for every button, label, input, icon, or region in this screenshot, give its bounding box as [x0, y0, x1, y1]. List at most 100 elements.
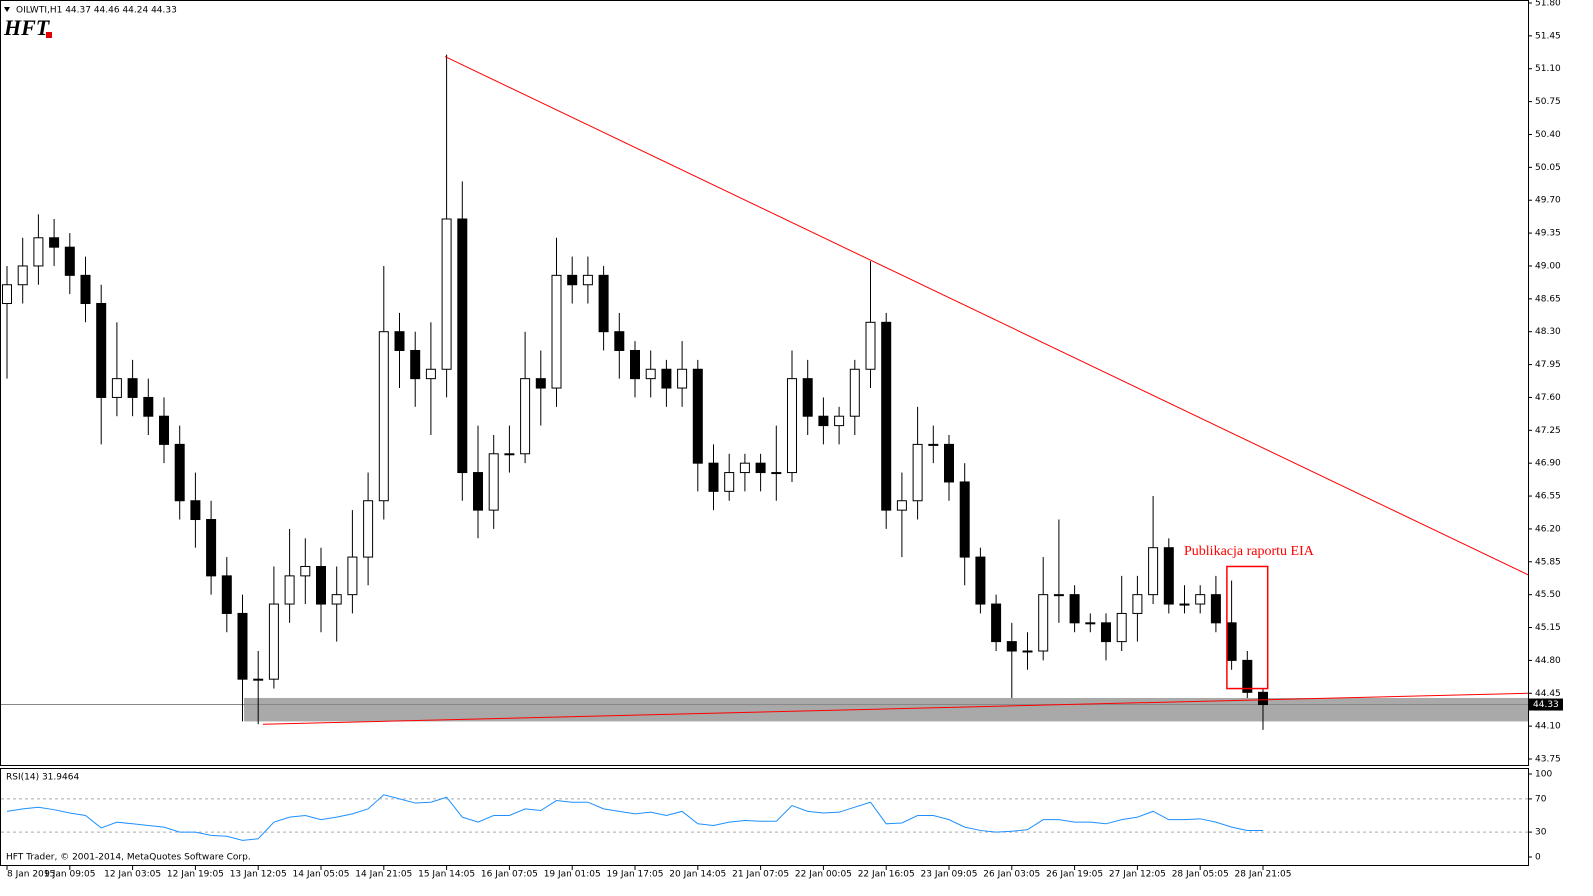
candle-body: [1148, 547, 1159, 596]
candle-body: [771, 472, 782, 475]
candle-body: [1085, 622, 1096, 625]
candle-body: [1132, 594, 1143, 614]
footer: HFT Trader, © 2001-2014, MetaQuotes Soft…: [6, 853, 251, 863]
candle-body: [614, 331, 625, 351]
candle-body: [1242, 659, 1253, 693]
y-tick-label: 44.10: [1535, 722, 1561, 732]
y-tick-label: 50.05: [1535, 163, 1561, 173]
candle-body: [221, 575, 232, 614]
trendline: [444, 56, 1529, 576]
y-tick-label: 43.75: [1535, 755, 1561, 765]
candle-body: [425, 368, 436, 380]
y-tick-label: 45.15: [1535, 623, 1561, 633]
candle-body: [159, 415, 169, 445]
x-tick-label: 12 Jan 19:05: [167, 870, 224, 880]
candle-body: [535, 378, 546, 389]
y-tick-label: 51.10: [1535, 64, 1561, 74]
y-tick-label: 45.85: [1535, 557, 1561, 567]
candle-body: [111, 378, 122, 398]
candle-body: [237, 612, 248, 680]
support-zone: [244, 697, 1528, 722]
y-tick-label: 49.35: [1535, 229, 1561, 239]
candle-body: [1179, 603, 1190, 606]
main-panel: [0, 0, 1529, 766]
y-tick-label: 49.70: [1535, 196, 1561, 206]
candle-body: [2, 284, 12, 305]
candle-body: [551, 274, 562, 389]
candle-body: [363, 500, 374, 558]
y-tick-label: 47.25: [1535, 426, 1561, 436]
price-tag: [1529, 698, 1563, 711]
candle-body: [17, 265, 28, 286]
chart-title: OILWTI,H1 44.37 44.46 44.24 44.33: [16, 6, 177, 16]
candle-body: [834, 415, 845, 427]
candle-body: [127, 378, 138, 398]
x-tick-label: 22 Jan 00:05: [795, 870, 852, 880]
candle-body: [865, 321, 876, 370]
candle-body: [174, 443, 185, 502]
rsi-tick-label: 30: [1535, 828, 1547, 838]
x-tick-label: 9 Jan 09:05: [44, 870, 95, 880]
y-tick-label: 46.20: [1535, 524, 1561, 534]
y-tick-label: 48.65: [1535, 294, 1561, 304]
candle-body: [1226, 622, 1237, 661]
candle-body: [441, 218, 452, 370]
highlight-box: [1226, 565, 1269, 690]
candle-body: [331, 594, 342, 605]
candle-body: [33, 237, 44, 267]
x-tick-label: 15 Jan 14:05: [418, 870, 475, 880]
candle-body: [928, 443, 939, 446]
x-tick-label: 14 Jan 21:05: [355, 870, 412, 880]
y-tick-label: 44.80: [1535, 656, 1561, 666]
candle-body: [253, 678, 264, 681]
candle-body: [190, 500, 201, 521]
y-tick-label: 49.00: [1535, 261, 1561, 271]
candle-body: [347, 556, 358, 596]
x-tick-label: 19 Jan 01:05: [544, 870, 601, 880]
logo-dot: [46, 32, 52, 38]
candle-body: [630, 349, 640, 380]
candle-body: [1210, 594, 1221, 624]
rsi-tick-label: 100: [1535, 770, 1552, 780]
candle-body: [1195, 594, 1206, 605]
candle-body: [787, 378, 797, 474]
candle-body: [802, 378, 813, 417]
annotation: Publikacja raportu EIA: [1184, 544, 1315, 559]
x-tick-label: 22 Jan 16:05: [858, 870, 915, 880]
rsi-tick-label: 0: [1535, 853, 1541, 863]
x-tick-label: 21 Jan 07:05: [732, 870, 789, 880]
candle-body: [645, 368, 656, 380]
candle-body: [1053, 594, 1064, 597]
candle-body: [316, 565, 326, 605]
y-tick-label: 50.75: [1535, 97, 1561, 107]
candle-body: [457, 218, 468, 474]
x-tick-label: 16 Jan 07:05: [481, 870, 538, 880]
candle-body: [49, 237, 60, 248]
y-tick-label: 45.50: [1535, 590, 1561, 600]
candle-body: [1022, 650, 1033, 653]
candle-body: [944, 443, 954, 483]
x-tick-label: 8 Jan 2015: [7, 870, 55, 880]
candle-body: [1116, 612, 1127, 643]
candle-body: [582, 274, 593, 286]
candle-body: [378, 331, 389, 502]
candle-body: [143, 396, 154, 417]
candle-body: [300, 565, 311, 577]
y-tick-label: 50.40: [1535, 130, 1561, 140]
candle-body: [1069, 594, 1080, 624]
candle-body: [567, 274, 578, 286]
price-tag-label: 44.33: [1533, 700, 1559, 710]
y-tick-label: 51.45: [1535, 31, 1561, 41]
rsi-line: [6, 794, 1264, 841]
x-tick-label: 20 Jan 14:05: [669, 870, 726, 880]
y-tick-label: 46.55: [1535, 492, 1561, 502]
plot: [1, 54, 1529, 841]
candle-body: [268, 603, 279, 680]
candle-body: [677, 368, 688, 389]
x-tick-label: 26 Jan 19:05: [1046, 870, 1103, 880]
candle-body: [661, 368, 672, 389]
title-arrow: [4, 7, 10, 12]
rsi-title: RSI(14) 31.9464: [6, 773, 79, 783]
